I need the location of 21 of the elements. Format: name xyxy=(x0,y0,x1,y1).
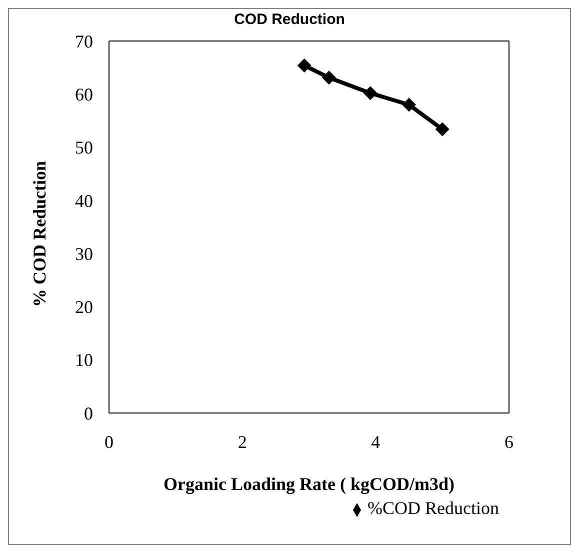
x-tick-label: 4 xyxy=(371,432,380,452)
y-tick-label: 10 xyxy=(75,350,93,370)
point xyxy=(435,122,450,136)
y-axis-title: % COD Reduction xyxy=(29,160,50,307)
point xyxy=(402,98,416,112)
point xyxy=(297,58,312,72)
y-tick-label: 50 xyxy=(75,138,93,158)
chart-title: COD Reduction xyxy=(233,11,346,28)
y-tick-label: 0 xyxy=(84,403,93,424)
y-tick-label: 40 xyxy=(75,190,93,211)
y-tick-label: 20 xyxy=(75,297,93,318)
x-tick-label: 6 xyxy=(504,432,514,452)
point xyxy=(322,70,336,85)
y-tick-label: 70 xyxy=(75,31,93,52)
x-axis-title: Organic Loading Rate ( kgCOD/m3d) xyxy=(163,474,455,494)
legend-label: %COD Reduction xyxy=(368,498,499,518)
y-tick-label: 60 xyxy=(75,84,93,105)
x-tick-label: 2 xyxy=(238,432,247,452)
point xyxy=(363,86,378,100)
y-tick-label: 30 xyxy=(75,244,93,264)
x-tick-label: 0 xyxy=(104,432,114,452)
